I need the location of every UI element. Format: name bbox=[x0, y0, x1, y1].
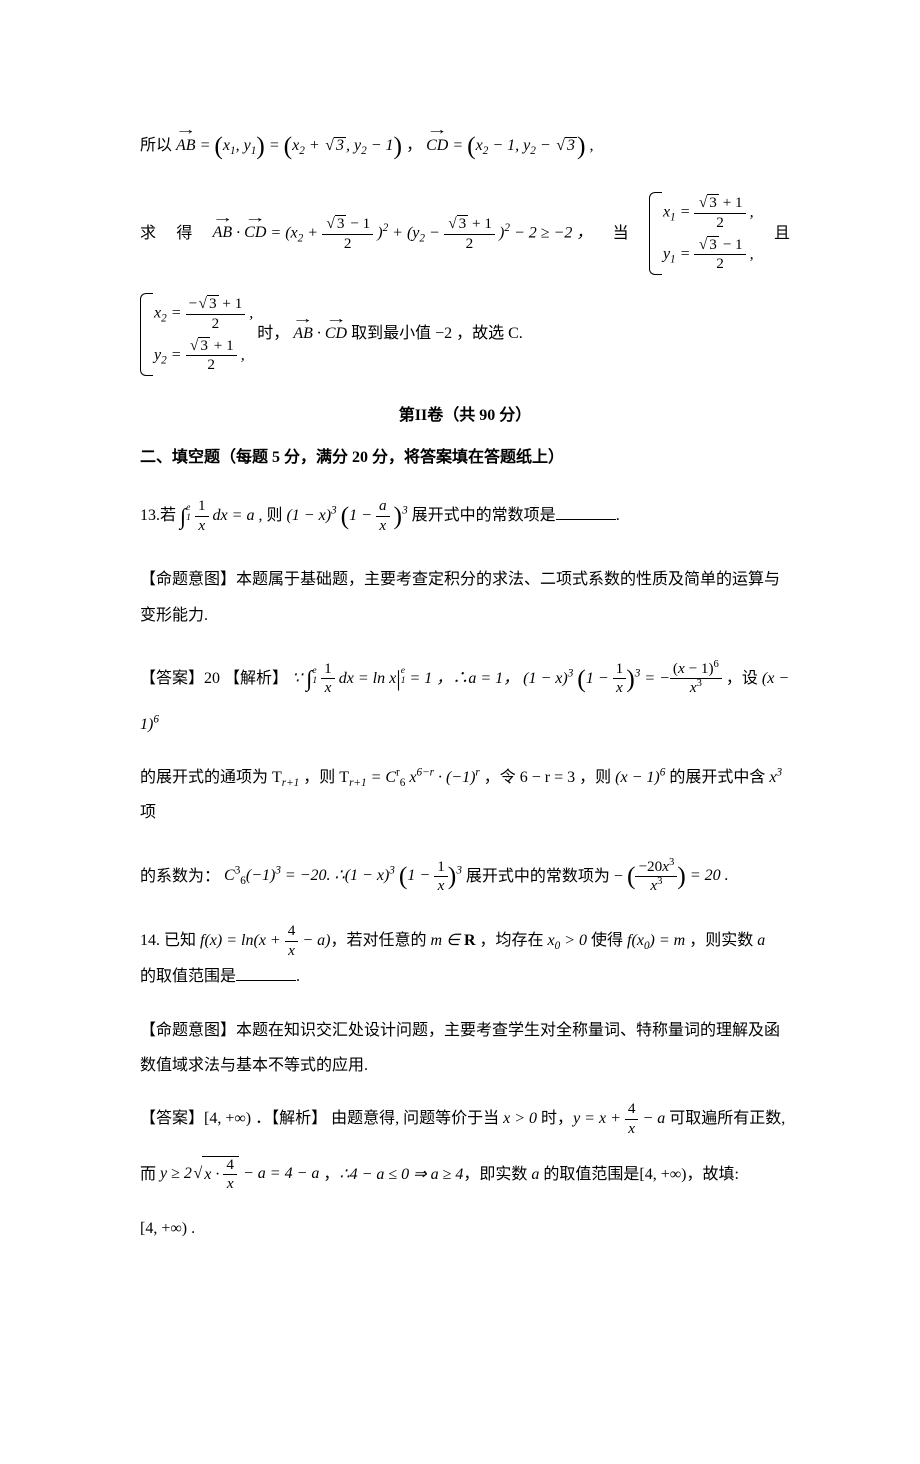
eq1-rhs1: = (x1, y1) = (x2 + 3, y2 − 1) bbox=[200, 137, 407, 154]
answer-label: 【答案】 bbox=[140, 670, 204, 687]
q13-statement: 13.若 ∫e1 1x dx = a , 则 (1 − x)3 (1 − ax … bbox=[140, 488, 790, 544]
q13-answer-line3: 的系数为： C36(−1)3 = −20. ∴(1 − x)3 (1 − 1x)… bbox=[140, 849, 790, 905]
text: 时， bbox=[257, 325, 289, 342]
answer-value: 20 bbox=[204, 670, 220, 687]
solution-label: ．【解析】 bbox=[255, 1110, 327, 1127]
vector-CD: CD bbox=[426, 128, 448, 163]
vector-CD: CD bbox=[244, 215, 266, 250]
section-2-sub: 二、填空题（每题 5 分，满分 20 分，将答案填在答题纸上） bbox=[140, 446, 790, 470]
q14-intent: 【命题意图】本题在知识交汇处设计问题，主要考查学生对全称量词、特称量词的理解及函… bbox=[140, 1013, 790, 1083]
q13-answer-line1: 【答案】20 【解析】 ∵ ∫e1 1x dx = ln x|e1 = 1 ，∴… bbox=[140, 651, 790, 742]
text-minvalue: 取到最小值 −2 ，故选 C. bbox=[351, 325, 523, 342]
case-x2-y2: x2 = −3 + 12 , y2 = 3 + 12 , bbox=[140, 293, 253, 376]
line-dotproduct: 求 得 AB · CD = (x2 + 3 − 12 )2 + (y2 − 3 … bbox=[140, 192, 790, 275]
section-2-title: 第II卷（共 90 分） bbox=[140, 404, 790, 428]
solution-label: 【解析】 bbox=[224, 670, 288, 687]
q13-number: 13. bbox=[140, 507, 160, 524]
answer-value: [4, +∞) bbox=[204, 1110, 251, 1127]
q14-answer-line1: 【答案】[4, +∞) ．【解析】 由题意得, 问题等价于当 x > 0 时，y… bbox=[140, 1101, 790, 1138]
page: 所以 AB = (x1, y1) = (x2 + 3, y2 − 1) ， CD… bbox=[0, 0, 920, 1464]
answer-label: 【答案】 bbox=[140, 1110, 204, 1127]
vector-CD: CD bbox=[325, 316, 347, 351]
text-when: 当 bbox=[613, 216, 629, 251]
case-x1-y1: x1 = 3 + 12 , y1 = 3 − 12 , bbox=[649, 192, 754, 275]
fill-blank bbox=[556, 519, 616, 520]
text-de: 得 bbox=[176, 216, 192, 251]
q13-answer-line2: 的展开式的通项为 Tr+1 ，则 Tr+1 = Cr6 x6−r · (−1)r… bbox=[140, 760, 790, 830]
fill-blank bbox=[236, 980, 296, 981]
q14-answer-line2: 而 y ≥ 2x · 4x − a = 4 − a ，∴4 − a ≤ 0 ⇒ … bbox=[140, 1156, 790, 1193]
q14-number: 14. bbox=[140, 932, 164, 949]
vector-AB: AB bbox=[213, 215, 233, 250]
vector-AB: AB bbox=[293, 316, 313, 351]
line-ab-cd-defs: 所以 AB = (x1, y1) = (x2 + 3, y2 − 1) ， CD… bbox=[140, 118, 790, 174]
set-R: R bbox=[464, 932, 476, 949]
q14-answer-final: [4, +∞) . bbox=[140, 1211, 790, 1246]
vector-AB: AB bbox=[176, 128, 196, 163]
text-qiu: 求 bbox=[140, 216, 156, 251]
text-and: 且 bbox=[774, 216, 790, 251]
q13-intent: 【命题意图】本题属于基础题，主要考查定积分的求法、二项式系数的性质及简单的运算与… bbox=[140, 562, 790, 632]
q14-statement: 14. 已知 f(x) = ln(x + 4x − a)，若对任意的 m ∈ R… bbox=[140, 923, 790, 995]
line-case-x2y2: x2 = −3 + 12 , y2 = 3 + 12 , 时， AB · CD … bbox=[140, 293, 790, 376]
